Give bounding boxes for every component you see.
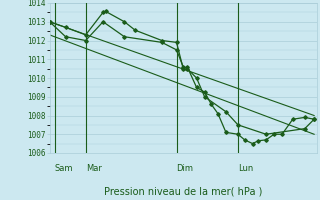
Text: Lun: Lun — [238, 164, 253, 173]
Text: Mar: Mar — [86, 164, 101, 173]
Text: Sam: Sam — [55, 164, 74, 173]
Text: Pression niveau de la mer( hPa ): Pression niveau de la mer( hPa ) — [104, 186, 262, 196]
Text: Dim: Dim — [177, 164, 194, 173]
